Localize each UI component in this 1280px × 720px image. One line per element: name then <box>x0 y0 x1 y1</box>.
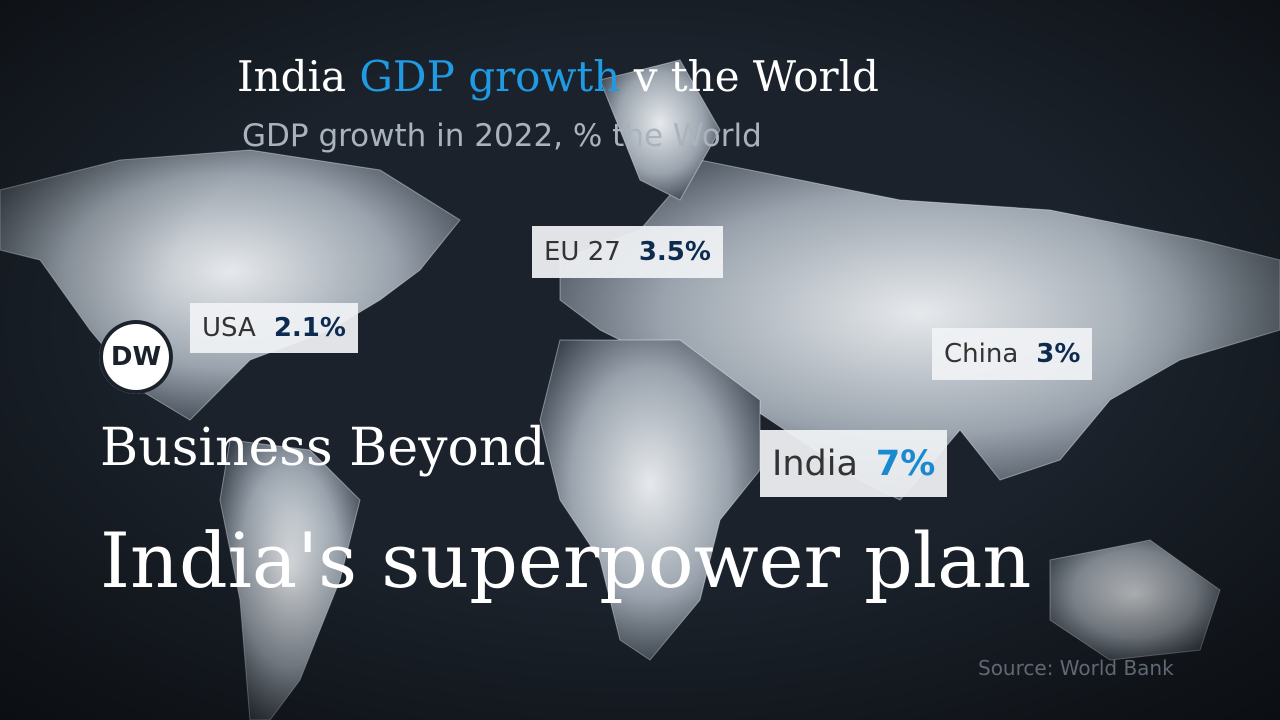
logo: DW <box>99 320 173 394</box>
map-label: EU 27 3.5% <box>532 226 723 278</box>
region-name: China <box>944 339 1019 369</box>
source: Source: World Bank <box>978 656 1174 680</box>
region-name: India <box>772 443 858 484</box>
title-text: v the World <box>633 52 879 101</box>
map-label: China 3% <box>932 328 1093 380</box>
headline: India's superpower plan <box>100 516 1032 605</box>
region-value: 2.1% <box>273 313 346 343</box>
subtitle: GDP growth in 2022, % the World <box>242 118 762 154</box>
title-highlight: GDP growth <box>359 52 621 101</box>
region-value: 3.5% <box>638 237 711 267</box>
title: India GDP growth v the World <box>237 52 879 101</box>
region-name: USA <box>202 313 256 343</box>
region-name: EU 27 <box>544 237 621 267</box>
show-name: Business Beyond <box>100 418 546 478</box>
title-text: India <box>237 52 346 101</box>
region-value: 7% <box>875 443 936 484</box>
map-label: India 7% <box>760 430 948 497</box>
map-label: USA 2.1% <box>190 303 358 353</box>
region-value: 3% <box>1036 339 1081 369</box>
